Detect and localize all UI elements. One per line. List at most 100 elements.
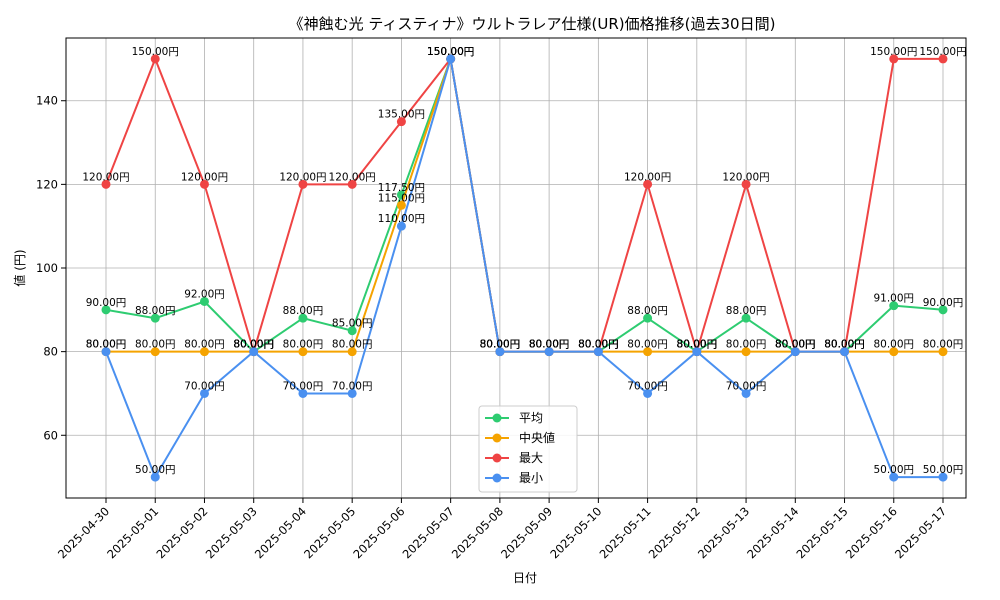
data-label: 120.00円 [329,171,376,183]
data-label: 80.00円 [480,339,521,351]
legend-marker [492,473,502,483]
data-point [593,347,603,357]
legend-marker [492,413,502,423]
data-point [840,347,850,357]
data-point [790,347,800,357]
data-point [150,54,160,64]
legend-item: 最大 [485,451,543,465]
data-point [446,54,456,64]
data-point [741,313,751,323]
data-point [643,388,653,398]
data-label: 150.00円 [427,46,474,58]
y-tick-label: 100 [36,261,58,275]
data-label: 80.00円 [233,339,274,351]
data-point [347,347,357,357]
data-label: 80.00円 [873,339,914,351]
data-point [101,347,111,357]
data-label: 80.00円 [480,339,521,351]
data-point [396,221,406,231]
data-label: 80.00円 [775,339,816,351]
data-point [199,347,209,357]
data-point [298,347,308,357]
data-label: 80.00円 [627,339,668,351]
data-point [249,347,259,357]
data-point [150,472,160,482]
data-label: 150.00円 [427,46,474,58]
legend-box [478,405,578,493]
data-label: 88.00円 [135,305,176,317]
data-labels: 90.00円 88.00円 92.00円 80.00円 88.00円 85.00円 117.… [82,46,966,476]
data-label: 80.00円 [233,339,274,351]
data-label: 120.00円 [279,171,326,183]
data-label: 90.00円 [923,297,964,309]
data-point [741,179,751,189]
data-point [643,313,653,323]
data-point [396,200,406,210]
data-label: 80.00円 [529,339,570,351]
chart-title: 《神蝕む光 ティスティナ》ウルトラレア仕様(UR)価格推移(過去30日間) [289,15,776,33]
data-point [889,54,899,64]
y-axis-ticks: 60 80 100 120 140 [36,94,66,442]
data-point [347,179,357,189]
legend-item: 平均 [485,411,543,425]
data-point [101,305,111,315]
data-point [643,179,653,189]
data-point [199,388,209,398]
legend-label: 最大 [519,451,543,465]
data-label: 50.00円 [135,464,176,476]
data-point [298,388,308,398]
data-point [938,305,948,315]
data-point [889,347,899,357]
data-label: 150.00円 [427,46,474,58]
data-label: 115.00円 [378,192,425,204]
data-point [938,347,948,357]
y-tick-label: 140 [36,94,58,108]
data-label: 90.00円 [86,297,127,309]
data-label: 120.00円 [181,171,228,183]
series-3 [101,54,948,482]
data-label: 80.00円 [677,339,718,351]
data-point [889,301,899,311]
data-label: 88.00円 [627,305,668,317]
data-label: 80.00円 [135,339,176,351]
data-label: 80.00円 [480,339,521,351]
data-label: 80.00円 [775,339,816,351]
data-label: 80.00円 [233,339,274,351]
x-axis-label: 日付 [513,571,537,585]
data-label: 80.00円 [578,339,619,351]
data-label: 80.00円 [529,339,570,351]
data-point [298,179,308,189]
y-tick-label: 60 [43,428,58,442]
data-label: 80.00円 [677,339,718,351]
data-label: 80.00円 [283,339,324,351]
data-label: 80.00円 [86,339,127,351]
y-tick-label: 120 [36,177,58,191]
data-label: 80.00円 [332,339,373,351]
data-point [199,296,209,306]
data-point [889,472,899,482]
data-label: 150.00円 [870,46,917,58]
data-label: 135.00円 [378,109,425,121]
legend-label: 最小 [519,471,543,485]
data-label: 80.00円 [775,339,816,351]
data-label: 80.00円 [824,339,865,351]
data-label: 80.00円 [775,339,816,351]
data-label: 80.00円 [480,339,521,351]
data-label: 80.00円 [529,339,570,351]
data-point [938,54,948,64]
data-point [938,472,948,482]
y-tick-label: 80 [43,345,58,359]
data-label: 50.00円 [873,464,914,476]
data-label: 110.00円 [378,213,425,225]
data-label: 80.00円 [677,339,718,351]
data-label: 150.00円 [919,46,966,58]
series-line [105,58,943,480]
data-label: 80.00円 [578,339,619,351]
data-label: 80.00円 [529,339,570,351]
data-label: 50.00円 [923,464,964,476]
y-axis-label: 値 (円) [12,249,27,286]
legend-label: 中央値 [519,430,555,445]
legend-label: 平均 [519,411,543,425]
